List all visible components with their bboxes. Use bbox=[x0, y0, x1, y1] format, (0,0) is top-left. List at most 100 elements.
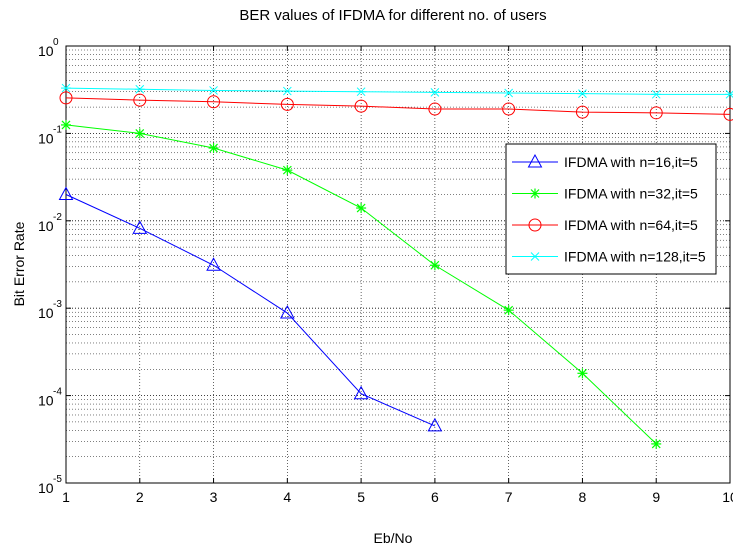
legend-marker-shape bbox=[527, 153, 543, 168]
data-point bbox=[428, 102, 442, 116]
data-point bbox=[723, 107, 733, 121]
data-point bbox=[649, 106, 663, 120]
x-tick-label: 4 bbox=[283, 489, 291, 505]
data-point bbox=[577, 89, 588, 99]
series-line bbox=[65, 87, 730, 95]
legend-marker bbox=[527, 153, 543, 168]
data-point bbox=[59, 91, 73, 105]
y-tick-label: 10 bbox=[38, 130, 54, 146]
plot-area bbox=[65, 45, 731, 484]
x-axis-label: Eb/No bbox=[374, 530, 413, 546]
data-point bbox=[356, 203, 367, 214]
data-point bbox=[429, 260, 440, 271]
legend-marker bbox=[528, 218, 542, 232]
legend-label: IFDMA with n=16,it=5 bbox=[564, 154, 698, 170]
data-point bbox=[353, 385, 369, 400]
data-point bbox=[427, 417, 443, 432]
data-point-shape bbox=[279, 305, 295, 319]
data-point-shape bbox=[206, 257, 221, 271]
series-1 bbox=[58, 186, 443, 432]
x-tick-label: 10 bbox=[722, 489, 733, 505]
legend-marker-shape bbox=[528, 218, 542, 232]
data-point-stroke bbox=[430, 260, 440, 270]
series-layer bbox=[58, 83, 733, 449]
data-point-shape bbox=[133, 93, 147, 107]
data-point-stroke bbox=[61, 120, 71, 130]
data-point bbox=[502, 102, 516, 116]
x-tick-label: 6 bbox=[431, 489, 439, 505]
y-tick-exponent: -5 bbox=[53, 474, 62, 485]
data-point bbox=[61, 119, 71, 130]
data-point bbox=[356, 87, 367, 97]
data-point bbox=[58, 186, 74, 200]
y-tick-label: 10 bbox=[38, 393, 54, 409]
data-point-shape bbox=[58, 186, 74, 200]
data-point-shape bbox=[353, 385, 369, 400]
legend-label: IFDMA with n=32,it=5 bbox=[564, 186, 698, 202]
data-point bbox=[61, 83, 71, 93]
y-tick-exponent: -3 bbox=[53, 299, 62, 310]
data-point-shape bbox=[427, 417, 443, 432]
legend-label: IFDMA with n=128,it=5 bbox=[564, 249, 706, 265]
chart-title: BER values of IFDMA for different no. of… bbox=[239, 7, 546, 24]
series-4 bbox=[61, 83, 733, 99]
legend-marker bbox=[530, 188, 540, 199]
data-point bbox=[577, 368, 588, 379]
data-point-shape bbox=[354, 99, 368, 113]
x-tick-label: 1 bbox=[62, 489, 70, 505]
data-point bbox=[134, 128, 145, 139]
data-point bbox=[134, 84, 145, 94]
legend-marker bbox=[530, 252, 540, 261]
legend-label: IFDMA with n=64,it=5 bbox=[564, 217, 698, 233]
data-point bbox=[282, 165, 293, 176]
data-point-stroke bbox=[135, 128, 145, 138]
x-tick-label: 5 bbox=[357, 489, 365, 505]
data-point-stroke bbox=[578, 368, 587, 378]
data-point-stroke bbox=[504, 305, 514, 315]
legend-item: IFDMA with n=64,it=5 bbox=[512, 217, 698, 233]
data-point-shape bbox=[428, 102, 442, 116]
data-point-shape bbox=[132, 220, 148, 234]
data-point-shape bbox=[280, 97, 294, 111]
data-point bbox=[354, 99, 368, 113]
legend-marker-stroke bbox=[530, 189, 540, 198]
data-point bbox=[280, 97, 294, 111]
legend: IFDMA with n=16,it=5 IFDMA with n=32,it=5… bbox=[505, 143, 717, 275]
data-point bbox=[207, 95, 221, 109]
data-point bbox=[279, 305, 295, 319]
x-tick-label: 2 bbox=[136, 489, 144, 505]
y-tick-label: 10 bbox=[38, 218, 54, 234]
data-point bbox=[651, 438, 662, 449]
data-point-shape bbox=[723, 107, 733, 121]
data-point bbox=[503, 88, 514, 98]
data-point bbox=[208, 86, 219, 95]
y-tick-label: 10 bbox=[38, 480, 54, 496]
y-tick-label: 10 bbox=[38, 305, 54, 321]
x-tick-label: 3 bbox=[210, 489, 218, 505]
legend-item: IFDMA with n=128,it=5 bbox=[512, 249, 706, 265]
y-tick-label: 10 bbox=[38, 43, 54, 59]
x-tick-label: 9 bbox=[652, 489, 660, 505]
series-2 bbox=[61, 119, 662, 449]
data-point-stroke bbox=[356, 203, 366, 213]
data-point bbox=[133, 93, 147, 107]
data-point bbox=[132, 220, 148, 234]
series-line bbox=[65, 97, 731, 115]
axis-ticks: 1234567891010010-110-210-310-410-5 bbox=[38, 37, 733, 505]
data-point-shape bbox=[649, 106, 663, 120]
data-point-stroke bbox=[282, 165, 292, 175]
data-point-shape bbox=[59, 91, 73, 105]
series-3 bbox=[59, 91, 733, 121]
y-tick-exponent: -4 bbox=[53, 387, 62, 398]
data-point bbox=[503, 305, 514, 316]
x-tick-label: 7 bbox=[505, 489, 513, 505]
data-point bbox=[651, 89, 662, 99]
y-tick-exponent: 0 bbox=[53, 37, 59, 48]
data-point-shape bbox=[575, 105, 589, 119]
y-tick-exponent: -1 bbox=[53, 124, 62, 135]
legend-item: IFDMA with n=32,it=5 bbox=[512, 186, 698, 202]
series-line bbox=[65, 194, 436, 427]
data-point bbox=[429, 87, 440, 97]
x-tick-label: 8 bbox=[579, 489, 587, 505]
